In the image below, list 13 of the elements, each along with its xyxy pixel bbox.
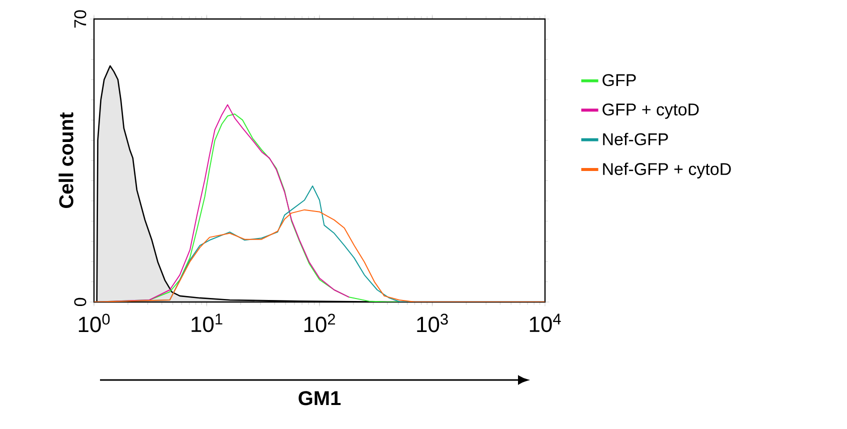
legend-label: GFP	[602, 74, 636, 86]
x-axis-title: GM1	[298, 391, 341, 406]
x-tick-label: 10$^{3}$	[417, 314, 448, 332]
x-tick-label: 10$^{4}$	[530, 314, 561, 332]
y-axis-title: Cell count	[58, 112, 74, 208]
legend-label: GFP + cytoD	[602, 103, 699, 119]
legend-label: Nef-GFP + cytoD	[603, 162, 731, 178]
y-tick-label: 0	[74, 298, 86, 306]
y-tick-label: 70	[74, 10, 86, 28]
x-tick-label: 10$^{0}$	[78, 314, 110, 332]
legend-label: Nef-GFP	[603, 132, 668, 146]
x-tick-label: 10$^{2}$	[304, 314, 336, 332]
x-tick-label: 10$^{1}$	[192, 314, 222, 332]
